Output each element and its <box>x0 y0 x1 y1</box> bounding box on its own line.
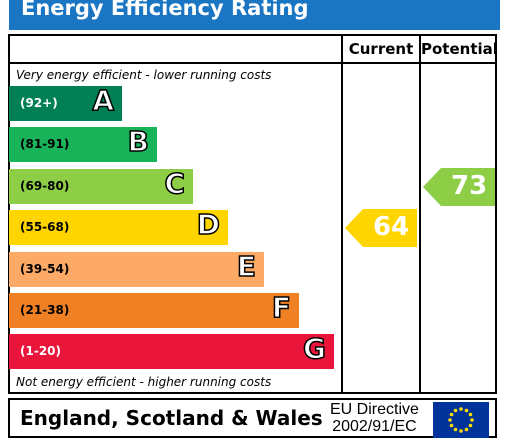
eu-star <box>449 412 454 417</box>
band-range-label: (55-68) <box>20 220 70 235</box>
potential-rating-arrow-fill <box>423 167 495 206</box>
potential-rating-arrow-value: 73 <box>451 170 488 201</box>
band-g: (1-20) G <box>9 332 334 370</box>
current-rating-arrow-value: 64 <box>373 212 410 243</box>
band-c: (69-80) C <box>9 166 193 204</box>
eu-star <box>449 423 454 428</box>
current-column-header: Current <box>348 40 414 58</box>
current-rating-arrow-shape <box>345 209 417 248</box>
band-letter: F <box>271 290 292 325</box>
top-note: Very energy efficient - lower running co… <box>16 68 272 82</box>
band-letter: A <box>92 83 115 118</box>
page-title: Energy Efficiency Rating <box>21 0 309 20</box>
current-column-divider <box>341 34 343 394</box>
band-d: (55-68) D <box>9 207 228 246</box>
band-f: (21-38) F <box>9 290 299 328</box>
band-range-label: (69-80) <box>20 178 70 193</box>
footer-region: England, Scotland & Wales <box>20 406 323 430</box>
eu-star <box>470 418 474 422</box>
header-divider <box>8 62 497 64</box>
band-range-label: (81-91) <box>20 137 70 152</box>
band-letter: D <box>196 207 221 242</box>
band-letter: G <box>302 332 326 367</box>
eu-star <box>468 423 473 428</box>
eu-directive-line2: 2002/91/EC <box>332 418 417 435</box>
current-rating-arrow-fill <box>345 209 417 248</box>
eu-directive-line1: EU Directive <box>330 401 419 418</box>
band-a: (92+) A <box>9 83 122 121</box>
band-b: (81-91) B <box>9 125 157 163</box>
eu-star <box>459 407 463 411</box>
eu-star <box>464 408 469 413</box>
title-bar: Energy Efficiency Rating <box>9 0 500 30</box>
potential-rating-arrow: 73 <box>423 167 495 206</box>
eu-star <box>448 418 452 422</box>
band-range-label: (92+) <box>20 96 58 110</box>
band-range-label: (21-38) <box>20 303 70 317</box>
band-e: (39-54) E <box>9 249 264 287</box>
potential-rating-arrow-shape <box>423 167 495 206</box>
potential-column-divider <box>419 34 421 394</box>
potential-column-header: Potential <box>421 40 498 58</box>
eu-flag-icon <box>433 402 489 438</box>
band-letter: E <box>236 249 257 284</box>
eu-star <box>453 408 458 413</box>
current-rating-arrow: 64 <box>345 209 417 248</box>
footer: England, Scotland & Wales EU Directive 2… <box>8 398 497 438</box>
band-letter: C <box>164 166 186 201</box>
eu-star <box>468 412 473 417</box>
band-letter: B <box>127 125 150 160</box>
band-range-label: (39-54) <box>20 261 70 276</box>
bottom-note: Not energy efficient - higher running co… <box>16 375 272 389</box>
band-range-label: (1-20) <box>20 344 61 359</box>
